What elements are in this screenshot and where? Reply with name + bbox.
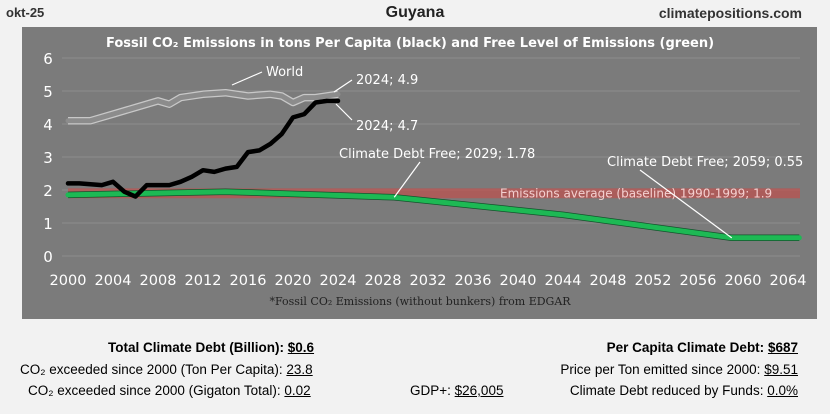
total-debt-value: $0.6: [287, 340, 315, 355]
annotation-leader: [393, 161, 421, 198]
annotation-leader: [231, 71, 263, 86]
y-tick-label: 4: [43, 116, 53, 134]
co2-tpc-value: 23.8: [286, 362, 313, 377]
per-capita-debt-label: Per Capita Climate Debt:: [606, 340, 765, 355]
co2-gt-label: CO₂ exceeded since 2000 (Gigaton Total):: [28, 383, 281, 398]
world-label: World: [266, 65, 303, 80]
price-per-ton-value: $9.51: [764, 362, 798, 377]
plot-background: [22, 27, 817, 319]
annotation-leader: [335, 103, 353, 121]
emissions-chart: Fossil CO₂ Emissions in tons Per Capita …: [22, 27, 817, 319]
chart-footnote: *Fossil CO₂ Emissions (without bunkers) …: [269, 295, 571, 308]
free-level-line: [65, 189, 802, 241]
free-2029-label: Climate Debt Free; 2029; 1.78: [339, 147, 535, 162]
annotation-leader: [333, 79, 353, 93]
country-title: Guyana: [385, 4, 445, 21]
guyana-2024-label: 2024; 4.7: [356, 119, 418, 134]
y-tick-label: 6: [43, 50, 53, 68]
x-tick-label: 2052: [635, 273, 672, 289]
total-debt-label: Total Climate Debt (Billion):: [108, 340, 284, 355]
reduced-by-funds: Climate Debt reduced by Funds: 0.0%: [570, 383, 798, 398]
x-tick-label: 2012: [185, 273, 222, 289]
reduced-by-funds-value: 0.0%: [767, 383, 798, 398]
x-tick-label: 2020: [275, 273, 312, 289]
y-tick-label: 5: [43, 83, 53, 101]
free-2059-label: Climate Debt Free; 2059; 0.55: [607, 155, 803, 170]
price-per-ton-label: Price per Ton emitted since 2000:: [560, 362, 761, 377]
chart-title: Fossil CO₂ Emissions in tons Per Capita …: [106, 36, 714, 51]
world-2024-label: 2024; 4.9: [356, 73, 418, 88]
x-tick-label: 2000: [50, 273, 87, 289]
date-label: okt-25: [6, 5, 45, 20]
co2-exceeded-gigaton: CO₂ exceeded since 2000 (Gigaton Total):…: [28, 383, 311, 398]
x-tick-label: 2032: [410, 273, 447, 289]
total-climate-debt: Total Climate Debt (Billion): $0.6: [108, 340, 314, 355]
annotation-leader: [639, 169, 733, 239]
site-name: climatepositions.com: [658, 5, 802, 21]
x-tick-label: 2036: [455, 273, 492, 289]
gdp-value: $26,005: [454, 383, 504, 398]
baseline-band-label: Emissions average (baseline) 1990-1999; …: [500, 186, 772, 200]
co2-tpc-label: CO₂ exceeded since 2000 (Ton Per Capita)…: [20, 362, 283, 377]
world-line: [65, 90, 341, 124]
price-per-ton: Price per Ton emitted since 2000: $9.51: [560, 362, 798, 377]
per-capita-climate-debt: Per Capita Climate Debt: $687: [607, 340, 798, 355]
y-tick-label: 2: [43, 182, 53, 200]
guyana-line: [65, 98, 341, 199]
x-tick-label: 2008: [140, 273, 177, 289]
reduced-by-funds-label: Climate Debt reduced by Funds:: [569, 383, 764, 398]
x-tick-label: 2048: [590, 273, 627, 289]
y-tick-label: 0: [43, 248, 53, 266]
x-tick-label: 2028: [365, 273, 402, 289]
co2-exceeded-ton-per-capita: CO₂ exceeded since 2000 (Ton Per Capita)…: [20, 362, 313, 377]
co2-gt-value: 0.02: [284, 383, 311, 398]
per-capita-debt-value: $687: [767, 340, 798, 355]
x-tick-label: 2024: [320, 273, 357, 289]
x-tick-label: 2040: [500, 273, 537, 289]
x-tick-label: 2004: [95, 273, 132, 289]
x-tick-label: 2016: [230, 273, 267, 289]
x-tick-label: 2064: [770, 273, 807, 289]
gdp: GDP+: $26,005: [410, 383, 503, 398]
y-tick-label: 3: [43, 149, 53, 167]
gdp-label: GDP+:: [410, 383, 451, 398]
x-tick-label: 2060: [725, 273, 762, 289]
x-tick-label: 2056: [680, 273, 717, 289]
x-tick-label: 2044: [545, 273, 582, 289]
baseline-band: [68, 188, 800, 199]
y-tick-label: 1: [43, 215, 53, 233]
